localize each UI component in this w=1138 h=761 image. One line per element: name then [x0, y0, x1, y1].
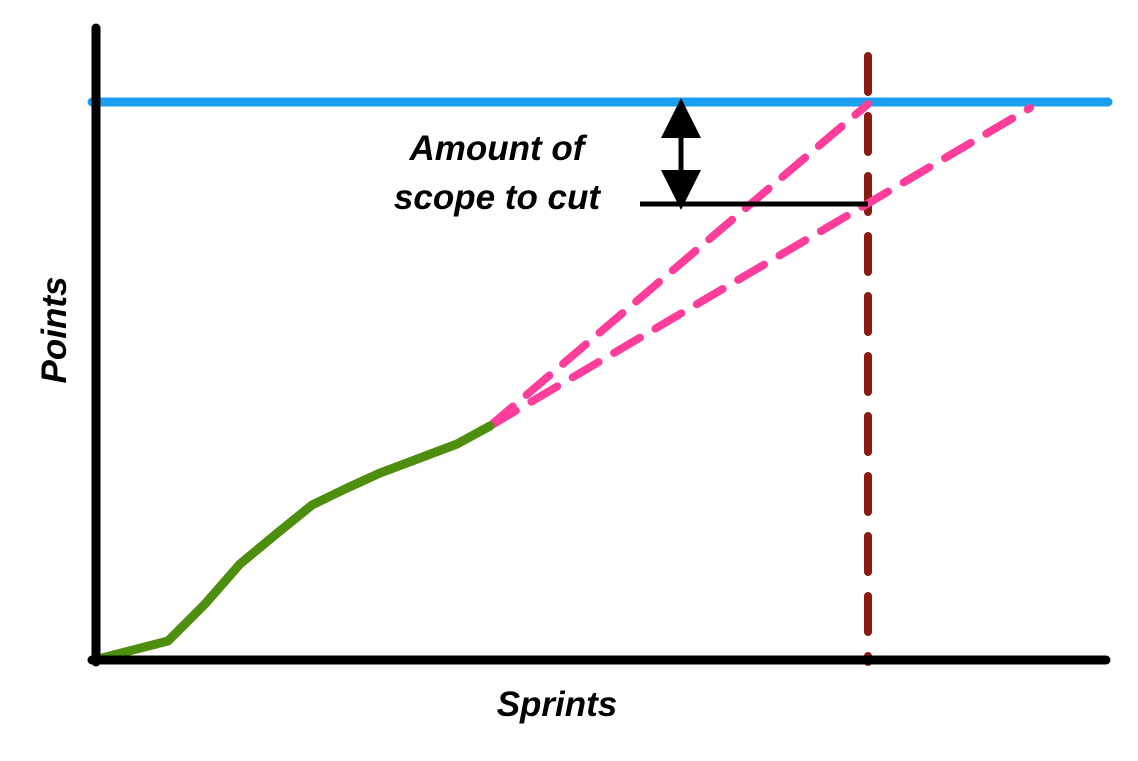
progress-line — [89, 421, 495, 665]
projection-fast — [486, 100, 872, 430]
x-axis-label: Sprints — [497, 685, 618, 724]
annotation-line: scope to cut — [394, 178, 601, 217]
projection-slow — [486, 104, 1034, 430]
annotation-line: Amount of — [409, 129, 588, 168]
y-axis-label: Points — [35, 277, 74, 384]
